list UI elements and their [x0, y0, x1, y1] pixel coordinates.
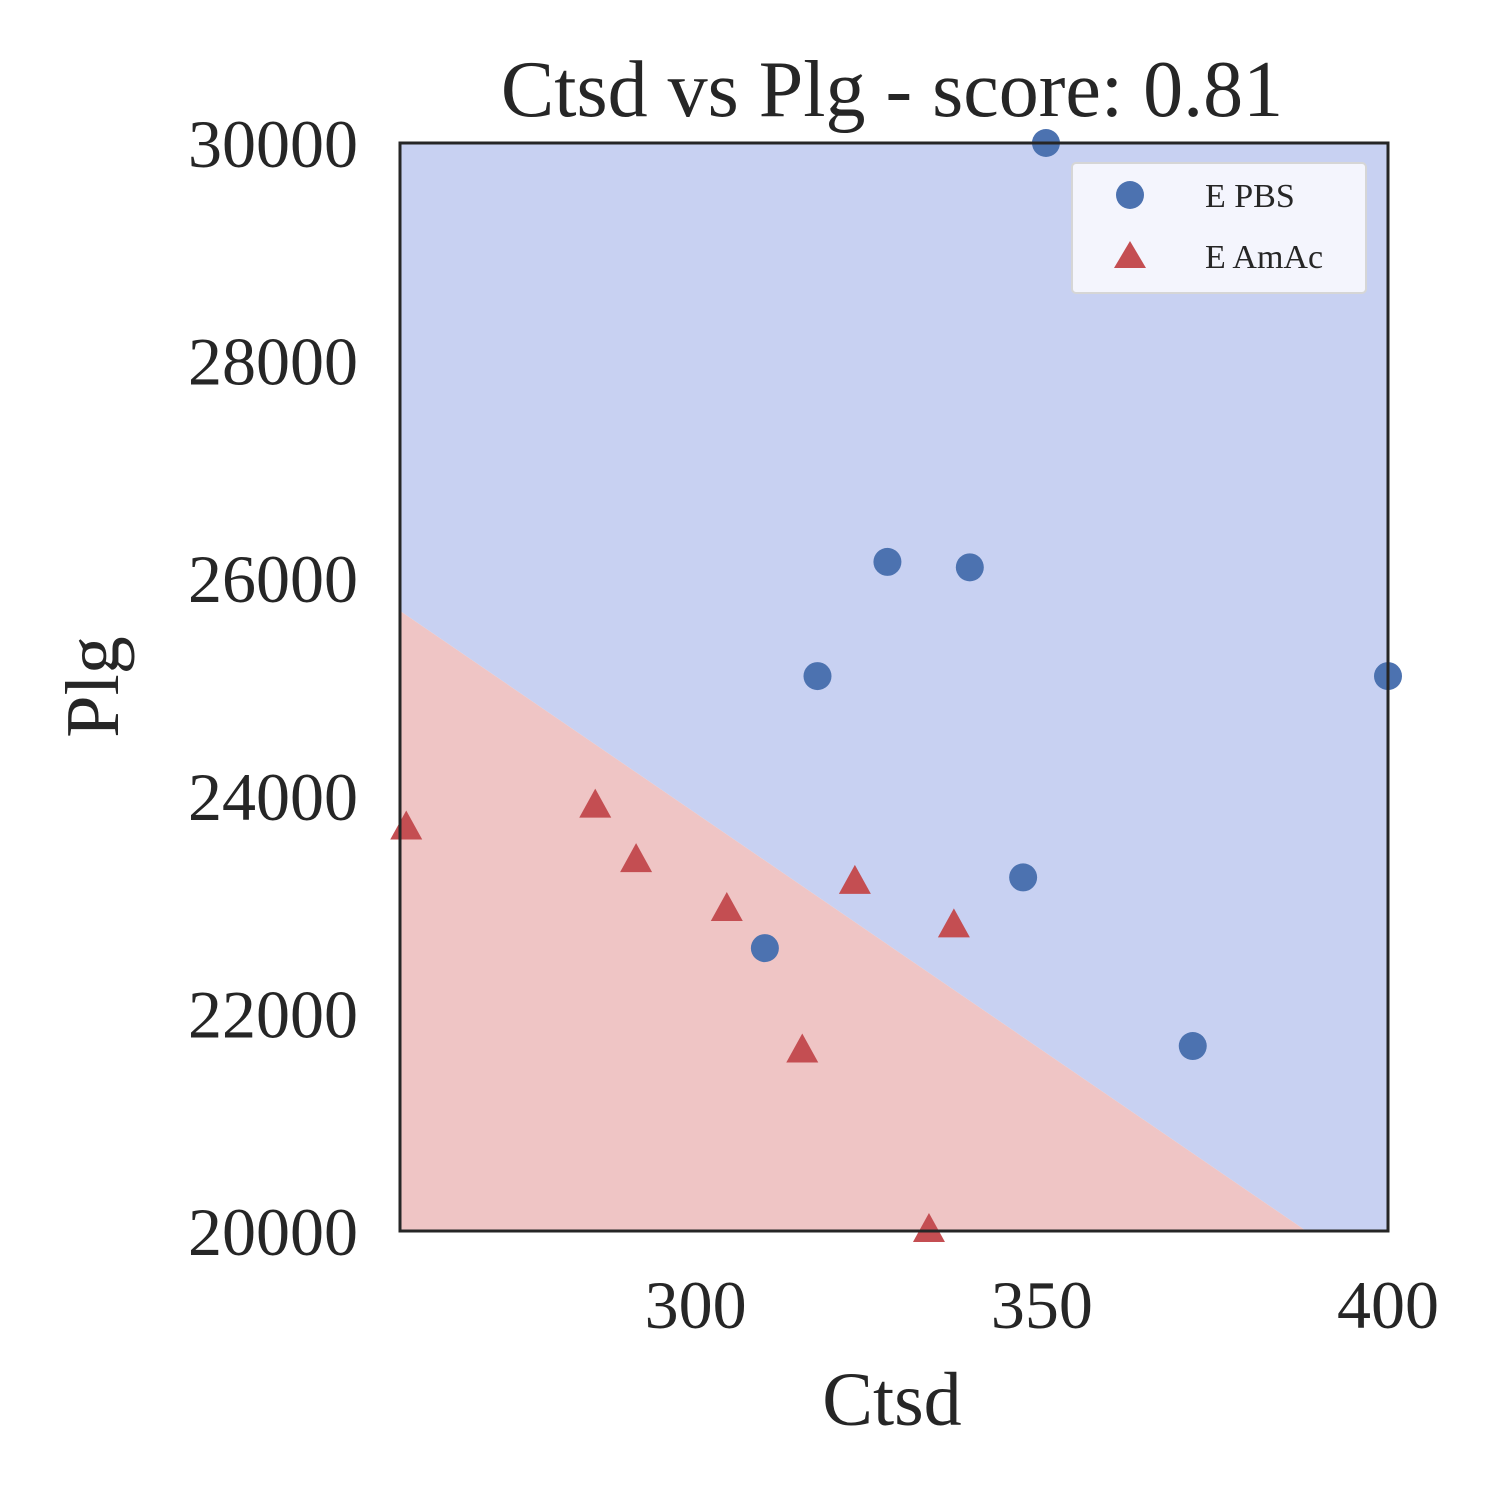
point-e-amac [579, 788, 612, 818]
x-tick-label: 400 [1337, 1267, 1439, 1343]
y-tick-label: 28000 [188, 324, 358, 400]
point-e-amac [710, 892, 743, 922]
region-e-amac [400, 610, 1307, 1231]
plot-frame [398, 141, 1390, 1233]
point-e-amac [838, 864, 871, 894]
legend: E PBS E AmAc [1071, 162, 1367, 294]
x-tick-label: 350 [991, 1267, 1093, 1343]
point-e-amac [912, 1213, 945, 1242]
point-e-amac [390, 810, 423, 840]
point-e-pbs [750, 934, 779, 963]
legend-marker-e-pbs [1116, 181, 1144, 209]
y-tick-label: 24000 [188, 759, 358, 835]
point-e-pbs [803, 662, 832, 691]
legend-label-e-amac: E AmAc [1205, 239, 1323, 276]
point-e-amac [620, 843, 653, 873]
legend-marker-e-amac [1114, 241, 1146, 268]
legend-box [1071, 162, 1367, 294]
y-tick-label: 20000 [188, 1194, 358, 1270]
x-tick-labels: 300 350 400 [645, 1267, 1439, 1343]
y-tick-label: 26000 [188, 541, 358, 617]
x-tick-label: 300 [645, 1267, 747, 1343]
point-e-pbs [873, 547, 902, 576]
y-axis-label: Plg [51, 636, 135, 737]
y-tick-label: 22000 [188, 976, 358, 1052]
region-e-pbs [400, 143, 1388, 1231]
y-tick-label: 30000 [188, 106, 358, 182]
point-e-pbs [1009, 863, 1038, 892]
legend-label-e-pbs: E PBS [1205, 178, 1295, 215]
y-tick-labels: 20000 22000 24000 26000 28000 30000 [188, 106, 358, 1270]
point-e-amac [937, 908, 970, 938]
point-e-amac [786, 1033, 819, 1063]
point-e-pbs [1178, 1032, 1207, 1061]
point-e-pbs [955, 553, 984, 582]
data-points [390, 129, 1402, 1242]
x-axis-label: Ctsd [822, 1358, 961, 1442]
chart-title: Ctsd vs Plg - score: 0.81 [501, 46, 1283, 134]
